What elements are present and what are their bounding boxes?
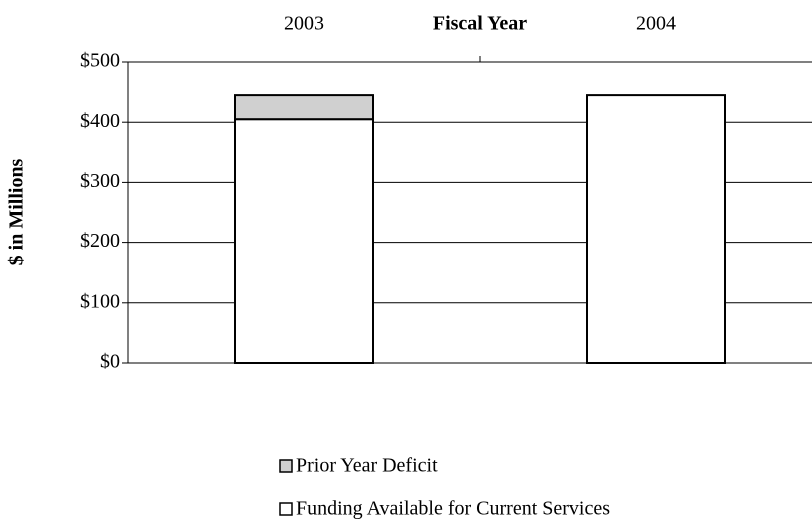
y-tick-label: $500 [80, 50, 120, 72]
x-tick-label: 2003 [284, 13, 324, 35]
y-tick-label: $400 [80, 110, 120, 132]
bar-segment [234, 94, 374, 121]
legend-swatch [279, 459, 293, 473]
y-tick-label: $100 [80, 290, 120, 312]
legend-swatch [279, 502, 293, 516]
bar-segment [586, 94, 726, 365]
x-tick-label: 2004 [636, 13, 676, 35]
legend-label: Funding Available for Current Services [296, 498, 610, 520]
y-axis-label: $ in Millions [6, 158, 28, 265]
y-tick-label: $200 [80, 230, 120, 252]
bar-segment [234, 118, 374, 364]
x-axis-label: Fiscal Year [433, 13, 527, 35]
y-tick-label: $300 [80, 170, 120, 192]
legend-label: Prior Year Deficit [296, 455, 438, 477]
y-tick-label: $0 [100, 351, 120, 373]
